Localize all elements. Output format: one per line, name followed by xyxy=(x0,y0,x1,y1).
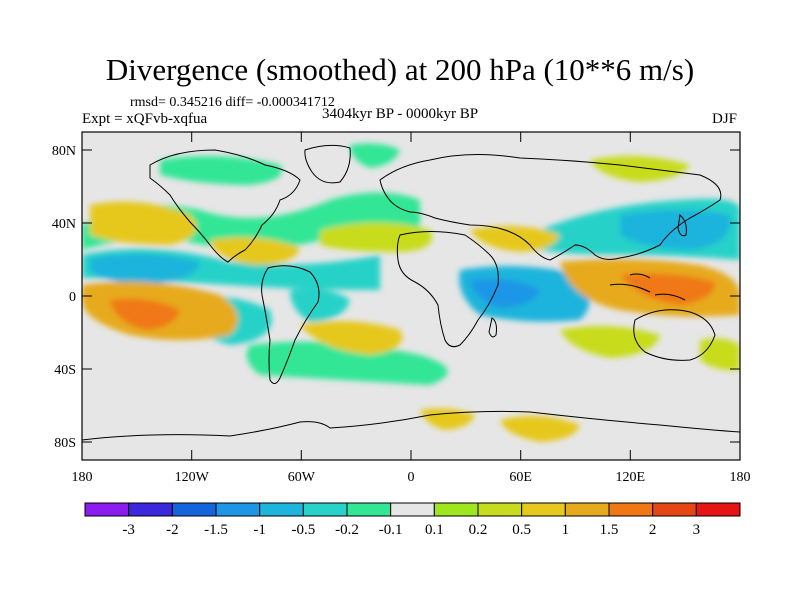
colorbar-swatch xyxy=(84,502,130,517)
colorbar-label: 3 xyxy=(693,522,701,538)
lat-tick-label: 80N xyxy=(52,144,76,159)
convergence-cell-western-pacific xyxy=(620,273,715,305)
convergence-band-south-indian-ocean xyxy=(560,326,660,358)
lon-tick-label: 180 xyxy=(72,470,93,485)
convergence-cell-antarctic-indian xyxy=(500,416,580,442)
colorbar-label: -0.5 xyxy=(291,522,315,538)
colorbar-swatch xyxy=(521,502,566,517)
coastlines xyxy=(82,144,740,441)
convergence-band-north-atlantic xyxy=(320,222,432,252)
colorbar-swatch xyxy=(215,502,261,517)
coastline-maritime-continent xyxy=(609,273,686,301)
lon-tick-label: 180 xyxy=(730,470,751,485)
coastline-south-america xyxy=(261,265,320,384)
divergence-band-southern-ocean xyxy=(246,341,448,385)
colorbar-label: 0.1 xyxy=(425,522,444,538)
colorbar-swatch xyxy=(259,502,304,517)
convergence-band-mid-latitude-asia xyxy=(470,226,560,252)
colorbar-label: 0.2 xyxy=(469,522,488,538)
colorbar-swatch xyxy=(652,502,697,517)
colorbar-swatch xyxy=(433,502,479,517)
colorbar-swatch xyxy=(390,502,435,517)
lat-ticks xyxy=(82,149,740,443)
coastline-antarctica xyxy=(82,410,740,441)
colorbar-label: -2 xyxy=(166,522,179,538)
divergence-cell-europe xyxy=(350,143,400,168)
coastline-africa xyxy=(396,231,499,348)
coastline-eurasia xyxy=(379,153,722,261)
coastline-japan xyxy=(677,214,687,237)
convergence-cell-east-pacific-south xyxy=(700,338,740,371)
coastline-north-america xyxy=(149,149,301,263)
colorbar-swatch xyxy=(695,502,741,517)
divergence-cell-north-america xyxy=(160,156,282,185)
colorbar-label: -1.5 xyxy=(204,522,228,538)
lon-ticks xyxy=(81,132,741,460)
colorbar-label: -1 xyxy=(253,522,266,538)
colorbar-label: 0.5 xyxy=(512,522,531,538)
divergence-cell-central-atlantic xyxy=(290,288,350,322)
lat-tick-label: 40N xyxy=(52,217,76,232)
colorbar-label: -0.2 xyxy=(335,522,359,538)
colorbar-swatch xyxy=(171,502,217,517)
rmsd-diff-stats: rmsd= 0.345216 diff= -0.000341712 xyxy=(130,95,335,110)
period-label: 3404kyr BP - 0000kyr BP xyxy=(322,106,479,122)
coastline-greenland xyxy=(304,144,351,184)
colorbar-label: 1 xyxy=(562,522,570,538)
colorbar-swatch xyxy=(608,502,654,517)
colorbar-label: 1.5 xyxy=(600,522,619,538)
convergence-cell-siberia xyxy=(590,156,690,182)
colorbar-swatch xyxy=(346,502,392,517)
coastline-madagascar xyxy=(488,317,497,338)
colorbar-swatch xyxy=(302,502,348,517)
colorbar-label: -0.1 xyxy=(379,522,403,538)
divergence-cell-japan xyxy=(620,210,731,250)
convergence-band-south-atlantic xyxy=(300,321,402,355)
lon-tick-label: 120W xyxy=(175,470,210,485)
lon-tick-label: 60W xyxy=(288,470,316,485)
experiment-label: Expt = xQFvb-xqfua xyxy=(82,111,208,127)
map-title: Divergence (smoothed) at 200 hPa (10**6 … xyxy=(105,52,695,87)
coastline-australia xyxy=(633,309,716,361)
lon-tick-label: 0 xyxy=(408,470,415,485)
colorbar-swatch xyxy=(477,502,523,517)
lon-tick-label: 120E xyxy=(616,470,646,485)
colorbar-label: 2 xyxy=(649,522,657,538)
convergence-band-north-pacific xyxy=(90,201,197,245)
lon-tick-label: 60E xyxy=(509,470,532,485)
lat-tick-label: 40S xyxy=(54,363,76,378)
lat-tick-label: 0 xyxy=(69,290,76,305)
colorbar-label: -3 xyxy=(122,522,135,538)
convergence-cell-antarctic-atlantic xyxy=(420,408,475,430)
colorbar-swatch xyxy=(564,502,610,517)
divergence-cell-africa xyxy=(470,278,540,308)
divergence-field xyxy=(82,143,740,442)
lat-tick-label: 80S xyxy=(54,436,76,451)
colorbar-swatch xyxy=(128,502,173,517)
convergence-cell-pacific-core xyxy=(110,298,180,330)
divergence-cell-pacific-north xyxy=(90,253,200,285)
colorbar: -3 -2 -1.5 -1 -0.5 -0.2 -0.1 0.1 0.2 0.5 1 1.5 2 3 xyxy=(84,502,741,538)
season-label: DJF xyxy=(711,111,737,127)
